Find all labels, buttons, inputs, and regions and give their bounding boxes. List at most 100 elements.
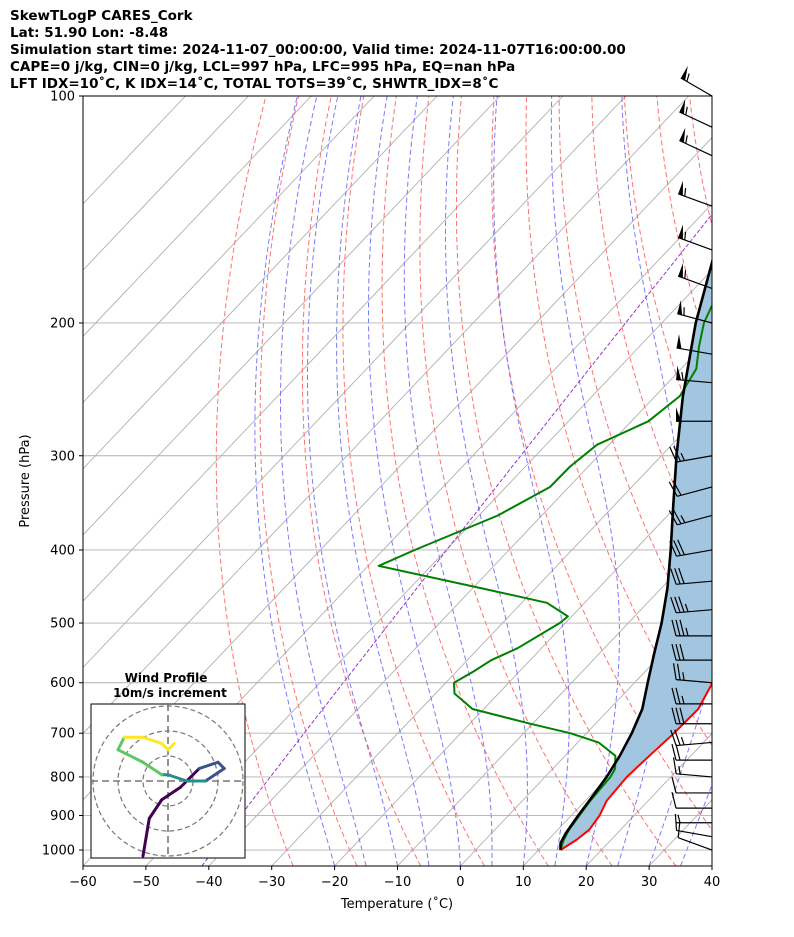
isotherm-line [83, 96, 375, 404]
hodograph-segment [147, 798, 164, 820]
x-tick-label: 0 [456, 875, 464, 890]
wind-barb-full [671, 776, 677, 794]
x-tick-label: 30 [641, 875, 658, 890]
dry-adiabat-line [215, 96, 294, 866]
moist-adiabat-line [744, 96, 794, 866]
cape-shading [560, 262, 712, 850]
wind-barb-full [673, 540, 682, 556]
wind-barb-half [684, 231, 687, 241]
wind-barb-full [679, 707, 685, 724]
isotherm-line [83, 96, 690, 735]
x-axis-ticks: −60 −50 −40 −30 −20 −10 0 10 20 30 40 [69, 866, 720, 890]
wind-barb-shaft [677, 237, 713, 251]
wind-barb-flag [679, 127, 686, 143]
wind-barb-shaft [676, 347, 713, 355]
wind-barb-full [676, 663, 681, 681]
y-tick-label: 500 [50, 617, 75, 632]
y-tick-label: 100 [50, 90, 75, 105]
wind-barb-full [668, 510, 678, 526]
wind-barb-full [672, 757, 677, 774]
wind-barb-shaft [679, 139, 713, 157]
hodograph-segment [141, 760, 164, 777]
dry-adiabat-line [591, 96, 712, 568]
wind-barb-shaft [676, 580, 713, 585]
wind-barb-full [675, 744, 681, 761]
wind-barb-full [672, 480, 682, 496]
wind-barb-half [685, 627, 689, 637]
wind-barb-half [684, 188, 687, 197]
x-axis-label: Temperature (˚C) [340, 896, 453, 912]
x-tick-label: 10 [515, 875, 532, 890]
hodograph-segment [166, 742, 176, 752]
cape-shading-layer [560, 262, 712, 850]
wind-barb-full [671, 792, 677, 809]
wind-barb-half [680, 736, 685, 746]
hodograph-segment [197, 760, 220, 770]
wind-barb [677, 224, 713, 251]
profile-lines [377, 257, 712, 851]
wind-barb-half [685, 135, 688, 144]
wind-barb-flag [679, 99, 686, 115]
y-tick-label: 600 [50, 676, 75, 691]
chart-header: SkewTLogP CARES_Cork Lat: 51.90 Lon: -8.… [10, 8, 626, 93]
isotherm-line [775, 96, 794, 866]
wind-barb-full [671, 744, 677, 761]
wind-barb-full [669, 446, 678, 463]
wind-barb-shaft [677, 313, 713, 324]
isotherm-line [83, 96, 249, 271]
wind-barb-half [686, 73, 690, 82]
dry-adiabat-line [455, 96, 677, 866]
wind-barb [671, 792, 712, 809]
wind-barb [672, 757, 713, 778]
moist-adiabat-line [493, 96, 570, 866]
wind-barb [680, 65, 713, 97]
wind-barb [670, 567, 713, 585]
wind-barb-shaft [676, 378, 713, 384]
wind-barb [668, 480, 713, 497]
x-tick-label: −40 [195, 875, 222, 890]
wind-barb-half [680, 452, 685, 461]
wind-barb-flag [676, 334, 682, 349]
dry-adiabat-line [419, 96, 613, 866]
wind-barb-full [671, 644, 677, 661]
dry-adiabat-line [787, 96, 794, 866]
dry-adiabat-line [491, 96, 712, 831]
hodograph-rings [91, 704, 245, 858]
y-tick-label: 300 [50, 449, 75, 464]
wind-barb [671, 707, 712, 725]
isotherm-line [83, 96, 312, 337]
isotherm-line [585, 732, 712, 866]
wind-barb-flag [676, 407, 681, 422]
hodograph-segment [141, 735, 164, 745]
wind-barb-full [675, 707, 681, 724]
dry-adiabat-line [722, 96, 794, 866]
wind-barb-flag [680, 65, 688, 81]
wind-barb-shaft [676, 741, 713, 747]
isotherm-line [711, 865, 712, 866]
wind-barb-full [668, 481, 678, 497]
wind-barb [677, 300, 713, 324]
hodograph-title: Wind Profile [125, 671, 208, 685]
wind-barb-full [678, 567, 685, 584]
y-tick-label: 900 [50, 809, 75, 824]
wind-barb [676, 407, 712, 422]
wind-barb-full [670, 597, 677, 614]
wind-barb-flag [678, 263, 683, 278]
wind-barb [671, 687, 712, 705]
wind-barb-full [673, 446, 682, 462]
isotherm-line [648, 799, 712, 866]
moist-adiabat-line [254, 96, 336, 866]
isotherm-line [208, 335, 712, 866]
wind-barb-full [672, 509, 682, 525]
wind-barb-shaft [677, 193, 713, 207]
x-tick-label: −20 [321, 875, 348, 890]
x-tick-label: −10 [384, 875, 411, 890]
wind-barb-half [684, 603, 689, 612]
wind-barb-full [677, 539, 685, 556]
wind-barb-half [684, 270, 687, 279]
dry-adiabat-line [342, 96, 485, 866]
isotherm-line [397, 534, 712, 866]
wind-barb-shaft [679, 111, 713, 128]
dry-adiabat-line [755, 96, 794, 866]
